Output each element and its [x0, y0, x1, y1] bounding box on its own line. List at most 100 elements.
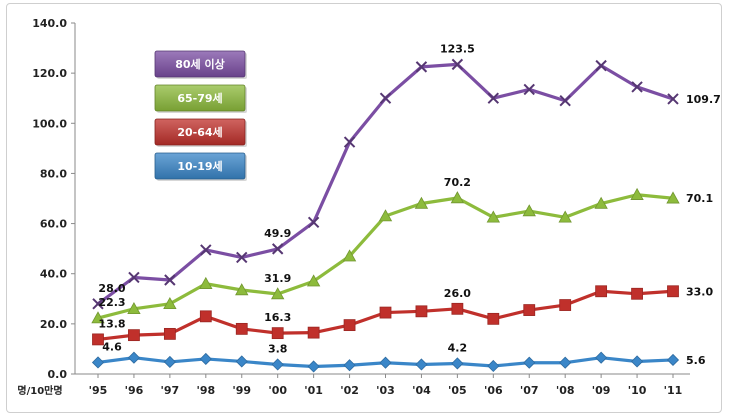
data-label: 4.2	[448, 341, 468, 354]
series-1: 22.3 31.9 70.2 70.1	[91, 176, 713, 324]
data-point	[164, 274, 176, 286]
x-tick-label: '02	[340, 384, 359, 397]
x-tick-label: '03	[376, 384, 395, 397]
data-point	[163, 296, 177, 310]
data-point	[415, 358, 428, 371]
data-point	[128, 329, 140, 342]
data-point	[522, 204, 536, 217]
data-point	[199, 310, 212, 323]
legend-swatch	[154, 50, 246, 78]
data-point	[378, 209, 393, 222]
data-point	[379, 306, 392, 319]
legend-item-3: 10-19세	[154, 152, 247, 181]
data-point	[487, 312, 500, 325]
data-point	[595, 59, 607, 72]
data-point	[379, 356, 392, 369]
data-point	[667, 285, 679, 298]
data-point	[307, 216, 320, 229]
x-tick-label: '00	[268, 384, 287, 397]
data-point	[307, 360, 320, 373]
legend-swatch	[154, 118, 246, 146]
data-point	[451, 58, 464, 71]
data-point	[235, 283, 249, 296]
data-label: 70.1	[686, 192, 713, 205]
data-point	[523, 304, 536, 316]
data-point	[630, 187, 644, 200]
x-tick-label: '05	[448, 384, 467, 397]
data-point	[559, 356, 572, 369]
x-tick-label: '07	[520, 384, 539, 397]
data-label: 70.2	[444, 176, 471, 189]
data-label: 31.9	[264, 272, 291, 285]
data-point	[523, 83, 535, 96]
data-point	[559, 299, 572, 311]
data-point	[666, 191, 680, 204]
legend-label: 65-79세	[177, 91, 222, 105]
data-point	[163, 355, 176, 369]
unit-label: 명/10만명	[17, 384, 62, 397]
data-label: 123.5	[440, 42, 475, 55]
legend-swatch	[154, 84, 246, 112]
data-label: 3.8	[268, 342, 288, 355]
data-label: 109.7	[686, 93, 721, 106]
series-0: 28.0 49.9 123.5 109.7	[92, 42, 721, 310]
data-point	[415, 305, 428, 318]
data-point	[235, 355, 248, 368]
y-tick-label: 40.0	[40, 268, 67, 281]
data-point	[631, 287, 643, 300]
y-tick-label: 20.0	[40, 318, 67, 331]
series-3: 4.6 3.8 4.2 5.6	[91, 340, 706, 373]
data-label: 16.3	[264, 311, 291, 324]
x-tick-label: '01	[304, 384, 323, 397]
data-label: 33.0	[686, 285, 713, 298]
x-tick-label: '10	[628, 384, 647, 397]
data-point	[342, 249, 357, 262]
x-tick-label: '08	[556, 384, 575, 397]
data-point	[667, 93, 679, 105]
data-point	[414, 196, 429, 209]
data-point	[271, 243, 284, 255]
data-point	[199, 352, 212, 366]
data-point	[487, 92, 500, 104]
x-tick-label: '96	[125, 384, 144, 397]
data-point	[91, 311, 105, 324]
data-point	[271, 327, 284, 340]
y-tick-label: 80.0	[40, 167, 67, 180]
y-tick-label: 100.0	[32, 117, 67, 130]
data-label: 4.6	[102, 340, 122, 353]
data-point	[127, 351, 141, 364]
y-tick-label: 140.0	[32, 17, 67, 30]
data-point	[92, 333, 104, 346]
data-label: 26.0	[444, 287, 471, 300]
y-tick-label: 60.0	[40, 218, 67, 231]
data-point	[128, 271, 140, 284]
data-point	[200, 244, 212, 256]
x-tick-label: '99	[232, 384, 251, 397]
legend-label: 80세 이상	[175, 57, 225, 71]
x-tick-label: '11	[664, 384, 683, 397]
x-tick-label: '09	[592, 384, 611, 397]
data-point	[271, 287, 285, 300]
data-point	[199, 276, 213, 289]
y-tick-label: 120.0	[32, 67, 67, 80]
data-point	[595, 285, 608, 298]
x-tick-label: '98	[196, 384, 215, 397]
y-tick-label: 0.0	[48, 368, 68, 381]
data-point	[451, 357, 464, 370]
legend-label: 20-64세	[177, 125, 222, 139]
data-point	[630, 355, 644, 368]
data-point	[595, 351, 608, 364]
data-point	[523, 356, 536, 369]
data-point	[235, 322, 248, 335]
data-point	[343, 319, 356, 332]
data-point	[486, 210, 500, 223]
legend-item-1: 65-79세	[154, 84, 247, 113]
data-point	[271, 358, 284, 371]
data-point	[558, 210, 572, 223]
x-tick-label: '06	[484, 384, 503, 397]
data-point	[487, 359, 500, 373]
data-point	[91, 356, 105, 369]
data-point	[450, 191, 465, 204]
data-point	[343, 136, 356, 148]
